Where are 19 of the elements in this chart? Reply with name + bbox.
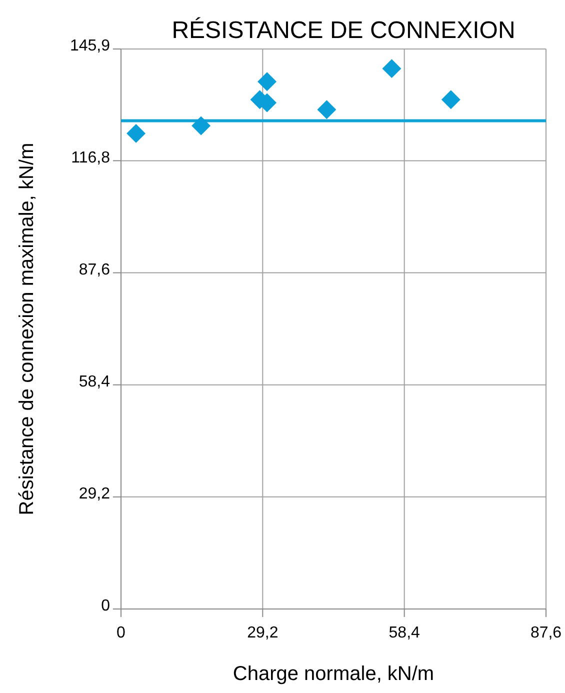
point: [441, 90, 460, 110]
y-axis-title: Résistance de connexion maximale, kN/m: [16, 142, 38, 516]
x-tick-label: 29,2: [247, 624, 278, 642]
point: [258, 72, 277, 92]
point: [382, 59, 402, 78]
x-tick-label: 58,4: [388, 624, 420, 642]
y-tick-label: 0: [101, 598, 110, 615]
y-tick-label: 87,6: [78, 261, 110, 278]
y-tick-label: 29,2: [78, 486, 110, 503]
x-tick-label: 0: [116, 624, 126, 642]
point: [126, 124, 146, 143]
y-tick-label: 145,9: [70, 38, 110, 55]
chart-title: RÉSISTANCE DE CONNEXION: [172, 17, 516, 44]
y-tick-label: 116,8: [71, 149, 110, 166]
x-axis-title: Charge normale, kN/m: [232, 663, 434, 685]
y-tick-label: 58,4: [78, 373, 110, 390]
point: [317, 100, 336, 120]
point: [192, 116, 211, 136]
x-tick-label: 87,6: [530, 624, 562, 642]
